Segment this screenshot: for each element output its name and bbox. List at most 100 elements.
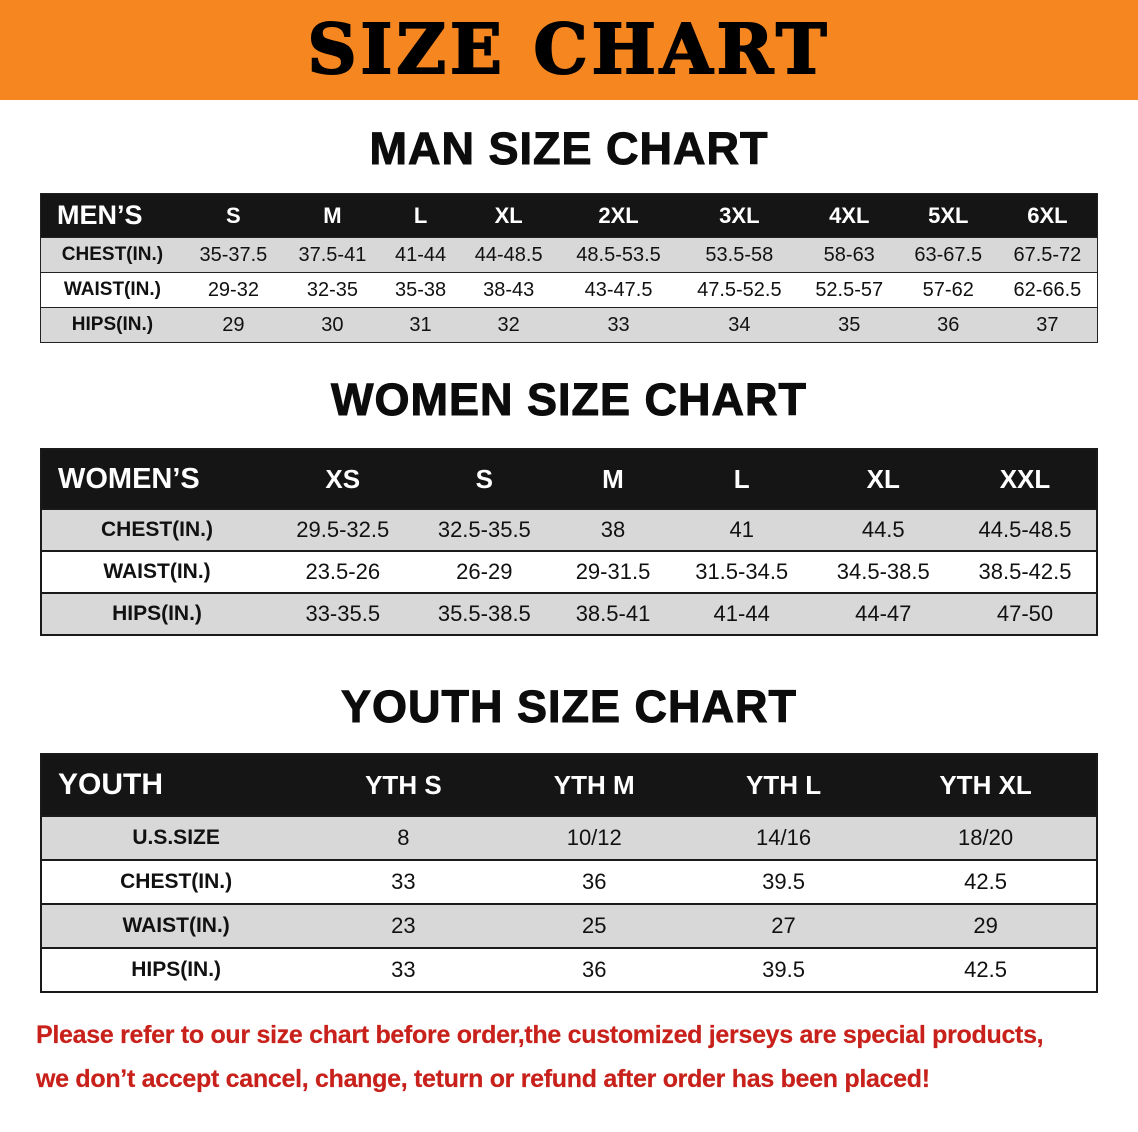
youth-size-chart-heading: YOUTH SIZE CHART (340, 681, 797, 732)
table-title-cell: WOMEN’S (41, 449, 272, 509)
notice-line-2: we don’t accept cancel, change, teturn o… (36, 1065, 930, 1093)
size-value: 29 (183, 307, 283, 343)
size-value: 35-38 (381, 272, 460, 308)
size-value: 44-47 (812, 592, 955, 635)
notice-line-1: Please refer to our size chart before or… (36, 1021, 1044, 1049)
table-header-row: MEN’S S M L XL 2XL 3XL 4XL 5XL 6XL (40, 193, 1098, 238)
footer-notice: Please refer to our size chart before or… (0, 1013, 1138, 1101)
size-value: 33 (310, 859, 497, 904)
size-value: 31 (381, 307, 460, 343)
size-value: 32.5-35.5 (413, 508, 556, 551)
size-value: 38.5-42.5 (954, 550, 1097, 593)
size-value: 29-31.5 (555, 550, 671, 593)
size-column-header: YTH L (691, 754, 876, 816)
size-value: 42.5 (875, 859, 1097, 904)
table-row: WAIST(IN.) 29-32 32-35 35-38 38-43 43-47.5 47.… (40, 272, 1098, 308)
size-column-header: XXL (954, 449, 1097, 509)
table-body: CHEST(IN.) 29.5-32.5 32.5-35.5 38 41 44.5 44.5… (41, 508, 1097, 635)
size-value: 33-35.5 (272, 592, 414, 635)
size-value: 36 (496, 859, 692, 904)
size-value: 38-43 (459, 272, 559, 308)
size-value: 29-32 (183, 272, 283, 308)
men-section: MAN SIZE CHART MEN’S S M L XL 2XL 3XL 4XL 5XL 6XL… (0, 126, 1138, 343)
size-value: 44-48.5 (459, 237, 559, 273)
size-column-header: YTH XL (875, 754, 1097, 816)
size-value: 57-62 (898, 272, 998, 308)
women-size-chart-heading: WOMEN SIZE CHART (331, 374, 807, 425)
measurement-label: WAIST(IN.) (40, 272, 184, 308)
table-title-cell: MEN’S (40, 193, 184, 238)
table-header-row: WOMEN’S XS S M L XL XXL (41, 449, 1097, 509)
size-value: 29 (875, 903, 1097, 948)
table-body: U.S.SIZE 8 10/12 14/16 18/20 CHEST(IN.) 33 36 39… (41, 815, 1097, 992)
size-value: 8 (310, 815, 497, 860)
table-row: HIPS(IN.) 29 30 31 32 33 34 35 36 37 (40, 307, 1098, 343)
measurement-label: WAIST(IN.) (41, 903, 311, 948)
size-value: 67.5-72 (997, 237, 1098, 273)
table-row: WAIST(IN.) 23.5-26 26-29 29-31.5 31.5-34.5 34… (41, 550, 1097, 593)
size-chart-page: SIZE CHART MAN SIZE CHART MEN’S S M L XL 2XL 3… (0, 0, 1138, 1101)
size-value: 44.5-48.5 (954, 508, 1097, 551)
men-size-chart-heading: MAN SIZE CHART (369, 123, 769, 174)
size-column-header: L (381, 193, 460, 238)
size-value: 23 (310, 903, 497, 948)
men-size-table: MEN’S S M L XL 2XL 3XL 4XL 5XL 6XL CHEST(IN.) 35-37… (40, 193, 1098, 343)
size-column-header: YTH M (496, 754, 692, 816)
size-value: 35 (799, 307, 899, 343)
size-value: 25 (496, 903, 692, 948)
size-column-header: XS (272, 449, 414, 509)
size-column-header: M (282, 193, 382, 238)
size-value: 32 (459, 307, 559, 343)
measurement-label: CHEST(IN.) (41, 508, 272, 551)
size-value: 42.5 (875, 947, 1097, 992)
size-value: 43-47.5 (558, 272, 679, 308)
table-head: YOUTH YTH S YTH M YTH L YTH XL (41, 754, 1097, 816)
size-value: 44.5 (812, 508, 955, 551)
measurement-label: U.S.SIZE (41, 815, 311, 860)
size-value: 34.5-38.5 (812, 550, 955, 593)
size-value: 52.5-57 (799, 272, 899, 308)
measurement-label: HIPS(IN.) (40, 307, 184, 343)
size-value: 27 (691, 903, 876, 948)
size-value: 62-66.5 (997, 272, 1098, 308)
table-title-cell: YOUTH (41, 754, 311, 816)
table-row: CHEST(IN.) 33 36 39.5 42.5 (41, 859, 1097, 904)
size-column-header: XL (459, 193, 559, 238)
measurement-label: CHEST(IN.) (41, 859, 311, 904)
table-row: CHEST(IN.) 35-37.5 37.5-41 41-44 44-48.5 48.5… (40, 237, 1098, 273)
women-size-table: WOMEN’S XS S M L XL XXL CHEST(IN.) 29.5-32.5 32.5… (40, 448, 1098, 636)
size-column-header: XL (812, 449, 955, 509)
table-head: MEN’S S M L XL 2XL 3XL 4XL 5XL 6XL (40, 193, 1098, 238)
size-value: 34 (678, 307, 800, 343)
size-value: 37.5-41 (282, 237, 382, 273)
size-value: 23.5-26 (272, 550, 414, 593)
size-value: 39.5 (691, 859, 876, 904)
size-column-header: S (183, 193, 283, 238)
size-value: 32-35 (282, 272, 382, 308)
measurement-label: CHEST(IN.) (40, 237, 184, 273)
size-value: 39.5 (691, 947, 876, 992)
size-value: 47-50 (954, 592, 1097, 635)
size-value: 36 (496, 947, 692, 992)
size-column-header: YTH S (310, 754, 497, 816)
size-value: 37 (997, 307, 1098, 343)
size-value: 47.5-52.5 (678, 272, 800, 308)
women-section: WOMEN SIZE CHART WOMEN’S XS S M L XL XXL CHEST(… (0, 377, 1138, 636)
size-column-header: 3XL (678, 193, 800, 238)
table-header-row: YOUTH YTH S YTH M YTH L YTH XL (41, 754, 1097, 816)
size-value: 63-67.5 (898, 237, 998, 273)
size-column-header: S (413, 449, 556, 509)
size-column-header: 4XL (799, 193, 899, 238)
size-value: 58-63 (799, 237, 899, 273)
size-column-header: 6XL (997, 193, 1098, 238)
size-value: 41-44 (670, 592, 813, 635)
size-value: 33 (558, 307, 679, 343)
size-value: 36 (898, 307, 998, 343)
size-value: 29.5-32.5 (272, 508, 414, 551)
size-value: 10/12 (496, 815, 692, 860)
size-value: 41 (670, 508, 813, 551)
table-row: HIPS(IN.) 33-35.5 35.5-38.5 38.5-41 41-44 44-… (41, 592, 1097, 635)
table-head: WOMEN’S XS S M L XL XXL (41, 449, 1097, 509)
size-column-header: 2XL (558, 193, 679, 238)
table-row: HIPS(IN.) 33 36 39.5 42.5 (41, 947, 1097, 992)
